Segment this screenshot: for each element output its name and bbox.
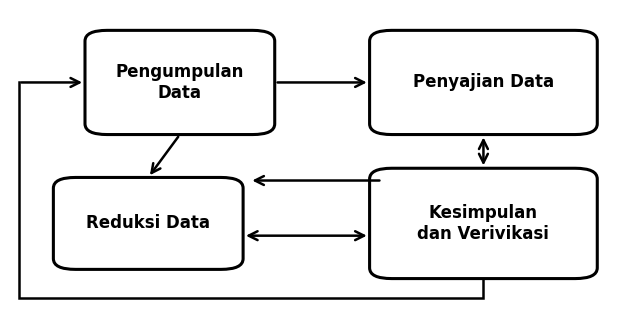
Text: Reduksi Data: Reduksi Data [86,214,211,232]
FancyBboxPatch shape [85,30,275,134]
Text: Pengumpulan
Data: Pengumpulan Data [115,63,244,102]
Text: Penyajian Data: Penyajian Data [413,73,554,91]
Text: Kesimpulan
dan Verivikasi: Kesimpulan dan Verivikasi [417,204,549,243]
FancyBboxPatch shape [369,168,597,279]
FancyBboxPatch shape [369,30,597,134]
FancyBboxPatch shape [54,178,243,269]
